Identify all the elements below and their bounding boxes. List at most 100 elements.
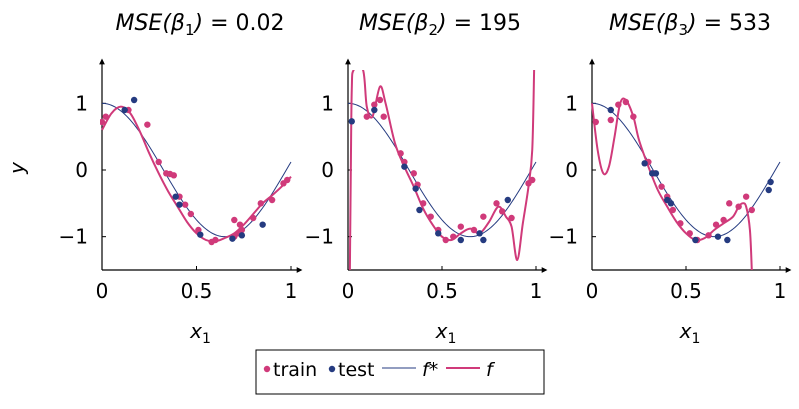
legend-f-label: f xyxy=(486,359,496,381)
test-point xyxy=(371,106,378,114)
panel-1: 0 0.5 1 1 0 −1 MSE(β1) = 0.02 x1 y xyxy=(5,11,303,347)
train-point xyxy=(630,113,637,120)
train-point xyxy=(529,176,536,184)
train-point xyxy=(669,206,677,214)
x-tick-label: 1 xyxy=(774,279,787,303)
legend: train test f* f xyxy=(255,349,545,395)
test-point xyxy=(238,232,246,239)
test-point xyxy=(652,170,660,177)
train-point xyxy=(170,172,178,179)
test-point xyxy=(767,178,774,186)
x-tick-label: 0 xyxy=(586,279,599,303)
train-point xyxy=(268,196,276,204)
test-point xyxy=(714,233,722,240)
train-point xyxy=(236,221,244,228)
train-point xyxy=(257,200,264,207)
plot-area-3 xyxy=(591,97,781,271)
test-point xyxy=(480,236,487,244)
panel-3: 0 0.5 1 1 0 −1 MSE(β3) = 533 x1 xyxy=(549,11,792,347)
x-tick-label: 0.5 xyxy=(426,279,458,303)
plot-area-2 xyxy=(347,70,537,271)
test-point xyxy=(724,236,731,244)
train-point xyxy=(658,183,665,190)
y-tick-label: 0 xyxy=(75,158,88,182)
train-point xyxy=(615,101,622,108)
x-axis-label-1: x1 xyxy=(189,319,211,347)
x-tick-label: 1 xyxy=(530,279,543,303)
train-point xyxy=(238,226,246,234)
train-point xyxy=(376,96,384,104)
train-point xyxy=(442,236,449,244)
f-fit-line xyxy=(591,97,753,271)
train-point xyxy=(726,200,733,207)
train-point xyxy=(592,118,599,126)
f-star-line xyxy=(347,102,537,238)
y-tick-label: 0 xyxy=(565,158,578,182)
x-axis-label-3: x1 xyxy=(679,319,701,347)
train-point xyxy=(420,200,427,207)
train-point xyxy=(284,176,291,184)
legend-test-label: test xyxy=(338,359,375,381)
panel-2: 0 0.5 1 1 0 −1 MSE(β2) = 195 x1 xyxy=(305,11,548,347)
train-point xyxy=(677,220,684,227)
train-point xyxy=(470,226,478,234)
test-point xyxy=(176,201,183,208)
x-tick-label: 1 xyxy=(285,279,298,303)
y-tick-label: 1 xyxy=(75,91,88,115)
test-point xyxy=(229,235,236,242)
train-point xyxy=(748,206,755,214)
train-point xyxy=(363,113,370,120)
test-point xyxy=(435,230,442,237)
test-point xyxy=(476,230,483,237)
y-tick-label: −1 xyxy=(59,225,88,249)
test-point xyxy=(412,185,419,192)
y-tick-label: −1 xyxy=(549,225,578,249)
train-point xyxy=(742,193,750,200)
train-point xyxy=(187,210,195,218)
legend-box xyxy=(255,349,545,395)
test-point xyxy=(121,106,128,114)
test-point xyxy=(692,236,699,244)
f-star-line xyxy=(591,102,781,238)
train-point xyxy=(155,158,162,166)
y-tick-label: 0 xyxy=(321,158,334,182)
train-point xyxy=(493,200,500,207)
train-point xyxy=(735,203,742,210)
legend-test-marker xyxy=(328,365,336,373)
legend-f_star-label: f* xyxy=(422,359,438,381)
train-point xyxy=(480,213,487,220)
x-tick-label: 0 xyxy=(342,279,355,303)
test-point xyxy=(504,196,511,204)
train-point xyxy=(427,213,434,220)
train-point xyxy=(397,150,404,157)
train-point xyxy=(380,113,387,120)
y-axis-label-1: y xyxy=(5,161,29,175)
train-point xyxy=(712,221,720,228)
train-point xyxy=(457,223,464,230)
y-tick-label: 1 xyxy=(565,91,578,115)
train-point xyxy=(181,201,189,208)
train-point xyxy=(102,113,109,120)
test-point xyxy=(667,200,675,207)
train-point xyxy=(410,170,417,177)
f-fit-line xyxy=(348,70,536,271)
test-point xyxy=(348,118,355,125)
panel-title-2: MSE(β2) = 195 xyxy=(359,11,521,39)
test-point xyxy=(416,206,423,214)
x-tick-label: 0 xyxy=(96,279,109,303)
train-point xyxy=(212,236,219,244)
train-point xyxy=(371,101,378,108)
legend-train-marker xyxy=(263,365,271,373)
test-point xyxy=(130,96,138,104)
test-point xyxy=(641,160,648,167)
test-point xyxy=(197,231,204,238)
y-tick-label: 1 xyxy=(321,91,334,115)
x-tick-label: 0.5 xyxy=(181,279,213,303)
train-point xyxy=(231,216,238,224)
test-point xyxy=(259,221,266,228)
train-point xyxy=(720,216,727,224)
train-point xyxy=(607,116,614,124)
train-point xyxy=(144,121,151,128)
test-point xyxy=(172,193,179,200)
